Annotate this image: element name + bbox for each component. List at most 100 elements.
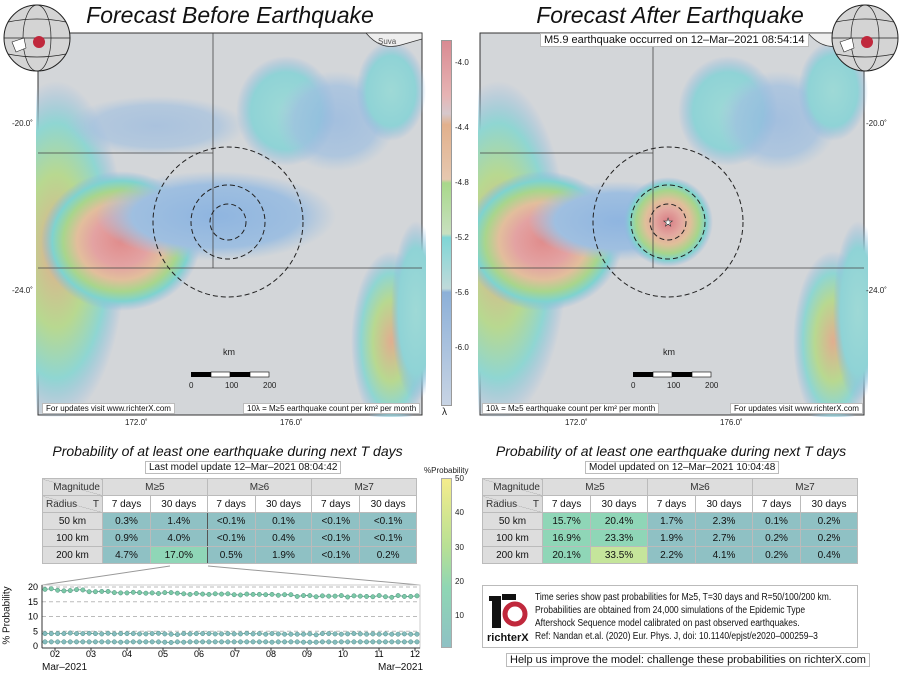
data-point — [256, 591, 262, 597]
event-label: M5.9 earthquake occurred on 12–Mar–2021 … — [540, 33, 809, 47]
data-point — [408, 631, 414, 637]
magnitude-header: Magnitude — [53, 481, 100, 493]
data-point — [187, 639, 193, 645]
data-point — [370, 594, 376, 600]
richterx-logo-icon — [489, 594, 528, 628]
probability-cell: <0.1% — [359, 512, 417, 530]
data-point — [206, 639, 212, 645]
right-map-title: Forecast After Earthquake — [536, 2, 804, 28]
data-point — [156, 591, 161, 596]
data-point — [74, 639, 79, 645]
probability-cell: 15.7% — [541, 512, 592, 530]
chart-xlabel-left: Mar–2021 — [42, 662, 88, 673]
data-point — [118, 590, 124, 596]
data-point — [389, 639, 395, 645]
table-row: 200 km 4.7% 17.0% 0.5% 1.9% <0.1% 0.2% — [42, 546, 417, 564]
data-point — [301, 631, 306, 637]
radius-label: 100 km — [482, 529, 543, 547]
probability-cell: 4.7% — [102, 546, 151, 564]
data-point — [238, 639, 243, 645]
probability-cell: 0.5% — [206, 546, 256, 564]
lon-label: 172.0˚ — [565, 418, 588, 427]
data-point — [92, 639, 98, 645]
scale-unit: km — [663, 347, 675, 357]
scale-label: 100 — [667, 381, 681, 390]
data-point — [181, 591, 187, 597]
days-col-header: 7 days — [646, 495, 697, 513]
data-point — [143, 631, 149, 637]
data-point — [313, 639, 319, 645]
epicenter-star-icon: ★ — [663, 217, 673, 229]
left-map-title: Forecast Before Earthquake — [86, 2, 374, 28]
data-point — [67, 588, 73, 593]
data-point — [244, 630, 250, 636]
data-point — [345, 639, 351, 645]
days-col-header: 30 days — [254, 495, 313, 513]
days-col-header: 7 days — [541, 495, 592, 513]
probability-cell: <0.1% — [359, 529, 417, 547]
info-line: Time series show past probabilities for … — [535, 592, 832, 603]
scale-label: 200 — [263, 381, 277, 390]
lat-label: -20.0˚ — [12, 119, 33, 128]
data-point — [99, 631, 105, 637]
data-point — [269, 591, 275, 597]
data-point — [42, 639, 48, 645]
probability-cell: 2.7% — [695, 529, 753, 547]
data-point — [67, 630, 73, 636]
richterx-logo-text: richterX — [487, 632, 529, 644]
info-box: richterX Time series show past probabili… — [482, 585, 858, 648]
table-row: 200 km 20.1% 33.5% 2.2% 4.1% 0.2% 0.4% — [482, 546, 858, 564]
data-point — [48, 631, 54, 637]
probability-cell: 0.4% — [254, 529, 313, 547]
data-point — [301, 593, 306, 599]
data-point — [219, 591, 224, 597]
colorbar-symbol: λ — [442, 407, 447, 418]
data-point — [332, 631, 338, 637]
radius-header: Radius — [46, 498, 78, 510]
data-point — [200, 631, 206, 637]
days-col-header: 30 days — [800, 495, 858, 513]
data-point — [319, 631, 325, 637]
probability-cell: 20.4% — [590, 512, 648, 530]
x-tick-label: 05 — [158, 649, 168, 659]
data-point — [200, 639, 206, 645]
info-line: Aftershock Sequence model calibrated on … — [535, 618, 800, 629]
data-point — [364, 631, 370, 637]
zoom-connector — [207, 565, 421, 586]
data-point — [414, 593, 420, 599]
data-point — [351, 639, 357, 645]
data-point — [193, 631, 199, 637]
x-tick-label: 11 — [374, 649, 383, 659]
data-point — [345, 594, 351, 600]
data-point — [105, 639, 111, 645]
colorbar-tick: -4.8 — [455, 178, 469, 187]
data-point — [212, 639, 218, 645]
probability-cell: 0.1% — [254, 512, 313, 530]
y-tick-label: 10 — [28, 612, 38, 622]
probability-cell: 1.4% — [149, 512, 208, 530]
data-point — [174, 632, 180, 637]
probability-cell: 0.2% — [751, 546, 802, 564]
y-tick-label: 0 — [33, 641, 38, 651]
data-point — [162, 639, 168, 645]
data-point — [74, 631, 79, 637]
data-point — [269, 631, 275, 637]
data-point — [206, 631, 212, 637]
data-point — [351, 593, 357, 599]
days-col-header: 7 days — [311, 495, 361, 513]
time-series-chart: 20 15 10 5 0 02 03 04 05 06 07 08 09 10 11 12 — [28, 565, 421, 659]
data-point — [275, 592, 281, 598]
radius-label: 50 km — [482, 512, 543, 530]
updates-link[interactable]: For updates visit www.richterX.com — [730, 403, 863, 414]
data-point — [130, 589, 136, 595]
challenge-link[interactable]: Help us improve the model: challenge the… — [506, 653, 870, 667]
lon-label: 172.0˚ — [125, 418, 148, 427]
updates-link[interactable]: For updates visit www.richterX.com — [42, 403, 175, 414]
data-point — [282, 639, 288, 645]
scale-label: 100 — [225, 381, 239, 390]
data-point — [86, 589, 92, 595]
data-point — [282, 631, 288, 637]
data-point — [105, 588, 111, 594]
probbar-tick: 30 — [455, 543, 464, 552]
left-probability-table: Magnitude M≥5 M≥6 M≥7 Radius T 7 days 30 days 7 … — [42, 478, 417, 564]
